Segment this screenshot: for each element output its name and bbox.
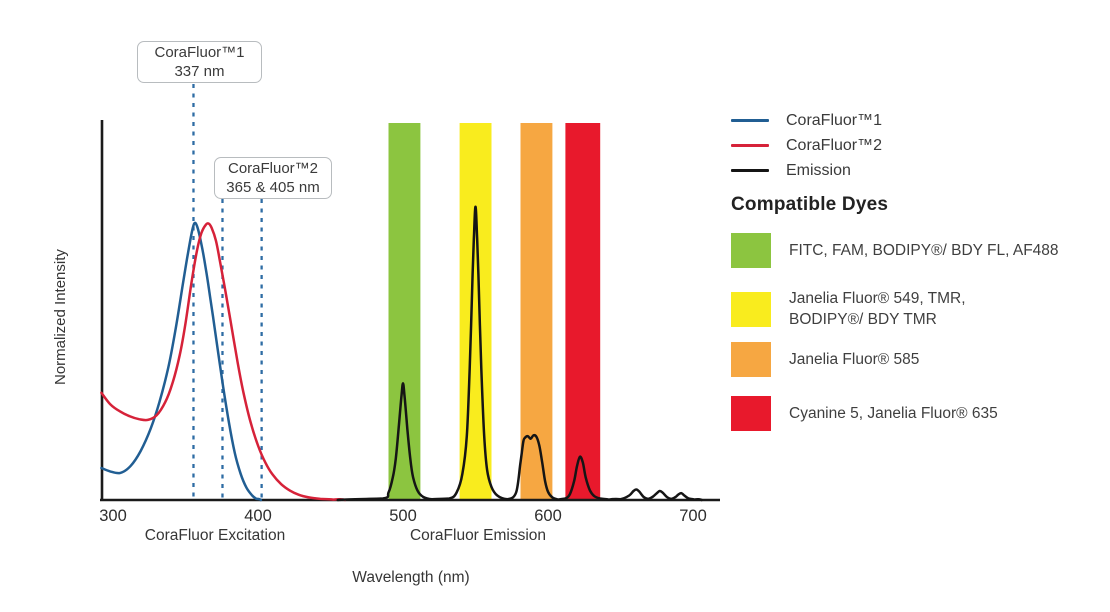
legend-item-corafluor2: CoraFluor™2 [731,133,1103,158]
legend-item-label: CoraFluor™2 [786,136,883,154]
x-tick-label-600: 600 [534,507,562,525]
legend-line-blue-icon [731,119,769,122]
dye-label: Janelia Fluor® 549, TMR, BODIPY®/ BDY TM… [789,290,966,328]
legend: CoraFluor™1 CoraFluor™2 Emission Compati… [731,108,1103,431]
y-axis-label: Normalized Intensity [52,249,69,385]
emission-section-label: CoraFluor Emission [409,527,547,544]
x-tick-label-300: 300 [99,507,127,525]
excitation-curve-corafluor1 [100,221,263,502]
dye-swatch-red [731,396,771,431]
excitation-curve-corafluor2 [100,222,347,502]
x-tick-label-500: 500 [389,507,417,525]
dye-row-yellow: Janelia Fluor® 549, TMR, BODIPY®/ BDY TM… [731,288,1103,330]
annotation-corafluor2: CoraFluor™2 365 & 405 nm [214,157,332,199]
annotation-corafluor1-title: CoraFluor™1 [154,44,245,61]
dye-swatch-green [731,233,771,268]
x-tick-label-400: 400 [244,507,272,525]
dye-row-red: Cyanine 5, Janelia Fluor® 635 [731,396,1103,431]
legend-line-black-icon [731,169,769,172]
x-axis-title: Wavelength (nm) [352,569,470,586]
band-green [388,123,421,499]
dye-swatch-orange [731,342,771,377]
legend-item-corafluor1: CoraFluor™1 [731,108,1103,133]
dye-row-orange: Janelia Fluor® 585 [731,342,1103,377]
legend-item-label: Emission [786,161,851,179]
emission-curve [336,205,703,502]
excitation-section-label: CoraFluor Excitation [144,527,286,544]
compatible-dyes-list: FITC, FAM, BODIPY®/ BDY FL, AF488 Janeli… [731,233,1103,431]
annotation-corafluor1-wavelength: 337 nm [174,63,225,80]
annotation-corafluor2-title: CoraFluor™2 [227,160,319,177]
annotation-corafluor2-wavelength: 365 & 405 nm [226,179,320,196]
dye-label: Cyanine 5, Janelia Fluor® 635 [789,405,998,422]
legend-line-red-icon [731,144,769,147]
x-tick-label-700: 700 [679,507,707,525]
dye-row-green: FITC, FAM, BODIPY®/ BDY FL, AF488 [731,233,1103,268]
band-red [565,123,601,499]
annotation-corafluor1: CoraFluor™1 337 nm [137,41,262,83]
band-orange [520,123,553,499]
dye-label: FITC, FAM, BODIPY®/ BDY FL, AF488 [789,242,1059,259]
compatible-dyes-heading: Compatible Dyes [731,194,889,215]
dye-swatch-yellow [731,291,771,327]
legend-item-label: CoraFluor™1 [786,111,883,129]
legend-item-emission: Emission [731,158,1103,183]
dye-label: Janelia Fluor® 585 [789,351,920,368]
band-yellow [459,123,492,499]
